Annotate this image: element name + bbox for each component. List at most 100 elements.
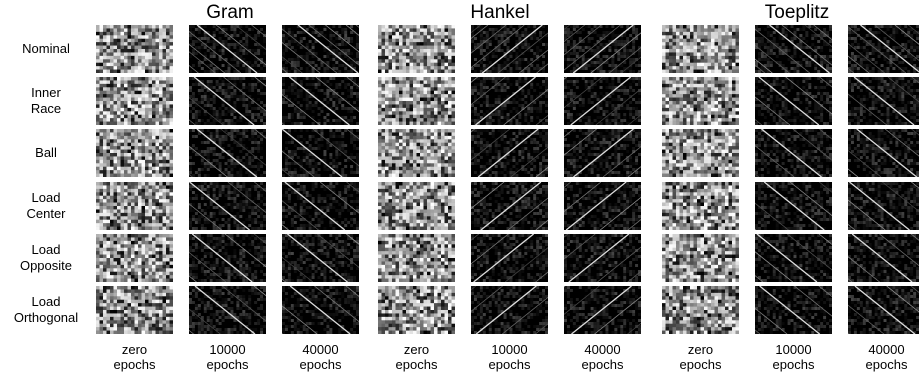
heatmap-tile-gram [282,25,359,73]
heatmap-tile-toeplitz [755,233,832,282]
heatmap-tile-hankel [378,233,455,282]
row-label: Load Center [0,182,92,230]
heatmap-tile-gram [96,181,173,230]
heatmap-tile-hankel [471,77,548,126]
heatmap-tile-hankel [564,233,641,282]
heatmap-tile-hankel [471,181,548,230]
row-label-line: Load [31,294,61,309]
heatmap-tile-hankel [471,129,548,178]
heatmap-tile-gram [96,233,173,282]
heatmap-tile-gram [282,181,359,230]
heatmap-tile-toeplitz [662,25,739,73]
row-label-line: Center [26,205,66,221]
column-label-bottom: epochs [679,357,722,372]
heatmap-tile-gram [96,286,173,334]
heatmap-tile-hankel [378,129,455,178]
column-label: 40000 epochs [555,342,651,372]
column-label-top: 10000 [209,342,246,357]
column-label-top: zero [121,342,148,357]
column-label-bottom: epochs [581,357,624,372]
heatmap-tile-hankel [564,25,641,73]
heatmap-tile-toeplitz [662,77,739,126]
heatmap-tile-toeplitz [662,286,739,334]
column-label-bottom: epochs [206,357,249,372]
heatmap-tile-toeplitz [848,77,919,126]
heatmap-tile-toeplitz [755,181,832,230]
heatmap-tile-gram [282,233,359,282]
heatmap-tile-toeplitz [848,129,919,178]
column-label: zero epochs [653,342,749,372]
column-label-top: 40000 [302,342,339,357]
column-label: 40000 epochs [273,342,369,372]
heatmap-tile-hankel [564,181,641,230]
row-label: Nominal [0,25,92,73]
heatmap-tile-hankel [378,181,455,230]
heatmap-tile-gram [189,233,266,282]
column-label-top: zero [687,342,714,357]
row-label-line: Race [30,101,62,117]
heatmap-tile-toeplitz [848,286,919,334]
heatmap-tile-toeplitz [755,25,832,73]
group-title-toeplitz: Toeplitz [764,2,830,23]
row-label-line: Load [31,241,61,257]
column-label: 40000 epochs [839,342,919,372]
heatmap-tile-gram [96,25,173,73]
group-title-gram: Gram [206,2,254,23]
column-label-top: 10000 [491,342,528,357]
heatmap-tile-gram [189,129,266,178]
heatmap-tile-gram [96,77,173,126]
heatmap-tile-hankel [564,77,641,126]
heatmap-tile-toeplitz [662,233,739,282]
row-label-line: Opposite [19,257,73,273]
heatmap-tile-hankel [471,286,548,334]
heatmap-tile-gram [189,181,266,230]
row-label: Load Orthogonal [0,286,92,334]
heatmap-tile-hankel [564,286,641,334]
heatmap-tile-hankel [564,129,641,178]
row-label: Ball [0,129,92,177]
row-label: Inner Race [0,77,92,125]
column-label-bottom: epochs [299,357,342,372]
column-label-bottom: epochs [488,357,531,372]
heatmap-tile-toeplitz [848,181,919,230]
heatmap-tile-gram [282,286,359,334]
heatmap-tile-hankel [378,77,455,126]
column-label-bottom: epochs [772,357,815,372]
row-label: Load Opposite [0,234,92,282]
column-label-bottom: epochs [113,357,156,372]
heatmap-tile-toeplitz [755,286,832,334]
heatmap-tile-hankel [378,25,455,73]
heatmap-tile-toeplitz [848,25,919,73]
column-label-top: 40000 [584,342,621,357]
row-label-line: Load [31,189,61,205]
heatmap-tile-hankel [378,286,455,334]
column-label-top: 10000 [775,342,812,357]
row-label-line: Ball [35,145,57,161]
column-label-top: zero [403,342,430,357]
column-label: zero epochs [87,342,183,372]
row-label-line: Nominal [22,41,70,56]
heatmap-tile-gram [96,129,173,178]
column-label-bottom: epochs [865,357,908,372]
heatmap-tile-hankel [471,233,548,282]
heatmap-tile-toeplitz [848,233,919,282]
column-label-bottom: epochs [395,357,438,372]
heatmap-tile-gram [282,77,359,126]
heatmap-tile-gram [282,129,359,178]
heatmap-tile-gram [189,77,266,126]
column-label: 10000 epochs [462,342,558,372]
heatmap-tile-toeplitz [662,181,739,230]
heatmap-tile-gram [189,25,266,73]
row-label-line: Orthogonal [13,310,79,325]
row-label-line: Inner [31,85,61,101]
column-label: 10000 epochs [746,342,842,372]
column-label: zero epochs [369,342,465,372]
group-title-hankel: Hankel [470,2,530,23]
column-label: 10000 epochs [180,342,276,372]
heatmap-tile-toeplitz [755,129,832,178]
heatmap-tile-hankel [471,25,548,73]
column-label-top: 40000 [868,342,905,357]
heatmap-tile-toeplitz [755,77,832,126]
heatmap-tile-toeplitz [662,129,739,178]
heatmap-tile-gram [189,286,266,334]
